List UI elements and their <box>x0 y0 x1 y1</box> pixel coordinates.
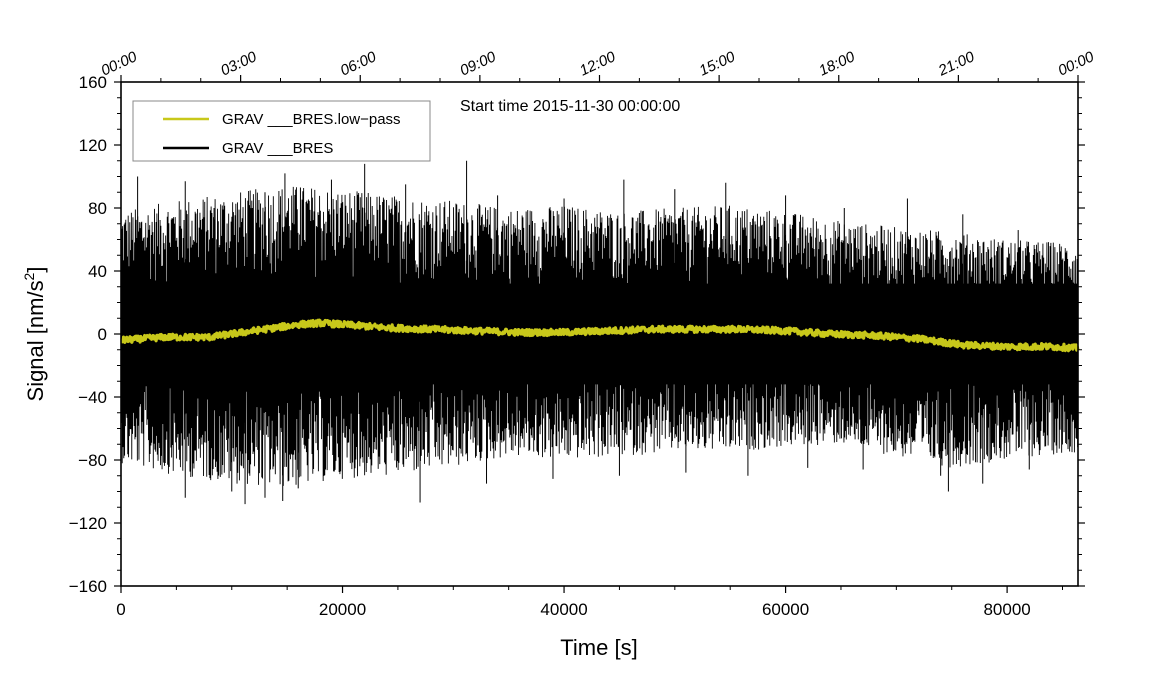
y-tick-label: 80 <box>88 199 107 218</box>
y-tick-label: 0 <box>98 325 107 344</box>
x-axis-title: Time [s] <box>560 635 637 660</box>
raw-signal-trace <box>120 186 1079 486</box>
top-time-label: 03:00 <box>218 48 260 80</box>
y-tick-label: −160 <box>69 577 107 596</box>
legend-box <box>132 100 431 162</box>
lowpass-signal-trace <box>120 318 1080 353</box>
y-tick-label: 160 <box>79 73 107 92</box>
start-time-annotation: Start time 2015-11-30 00:00:00 <box>460 98 680 115</box>
top-time-label: 12:00 <box>577 48 619 80</box>
top-time-label: 09:00 <box>457 48 499 80</box>
y-tick-label: −40 <box>78 388 107 407</box>
axis-tick-labels: 160 120 80 40 0 −40 −80 −120 −160 0 20000 40000 6000… <box>69 48 1098 619</box>
x-tick-label: 60000 <box>762 600 809 619</box>
legend-label-raw: GRAV ___BRES <box>222 140 333 157</box>
lowpass-signal-series <box>120 318 1080 353</box>
y-tick-label: −80 <box>78 451 107 470</box>
legend-label-lowpass: GRAV ___BRES.low−pass <box>222 111 401 128</box>
top-time-label: 15:00 <box>697 48 739 80</box>
x-tick-label: 80000 <box>983 600 1030 619</box>
top-time-label: 00:00 <box>1055 48 1097 80</box>
x-tick-label: 20000 <box>319 600 366 619</box>
top-time-label: 00:00 <box>98 48 140 80</box>
y-tick-label: −120 <box>69 514 107 533</box>
top-time-label: 06:00 <box>338 48 380 80</box>
y-axis-title: Signal [nm/s2] <box>21 267 48 402</box>
y-tick-label: 40 <box>88 262 107 281</box>
x-tick-label: 40000 <box>540 600 587 619</box>
y-tick-label: 120 <box>79 136 107 155</box>
top-time-label: 18:00 <box>816 48 858 80</box>
axis-ticks <box>114 75 1085 593</box>
legend: GRAV ___BRES.low−pass GRAV ___BRES <box>132 100 431 162</box>
x-tick-label: 0 <box>116 600 125 619</box>
top-time-label: 21:00 <box>935 48 978 80</box>
